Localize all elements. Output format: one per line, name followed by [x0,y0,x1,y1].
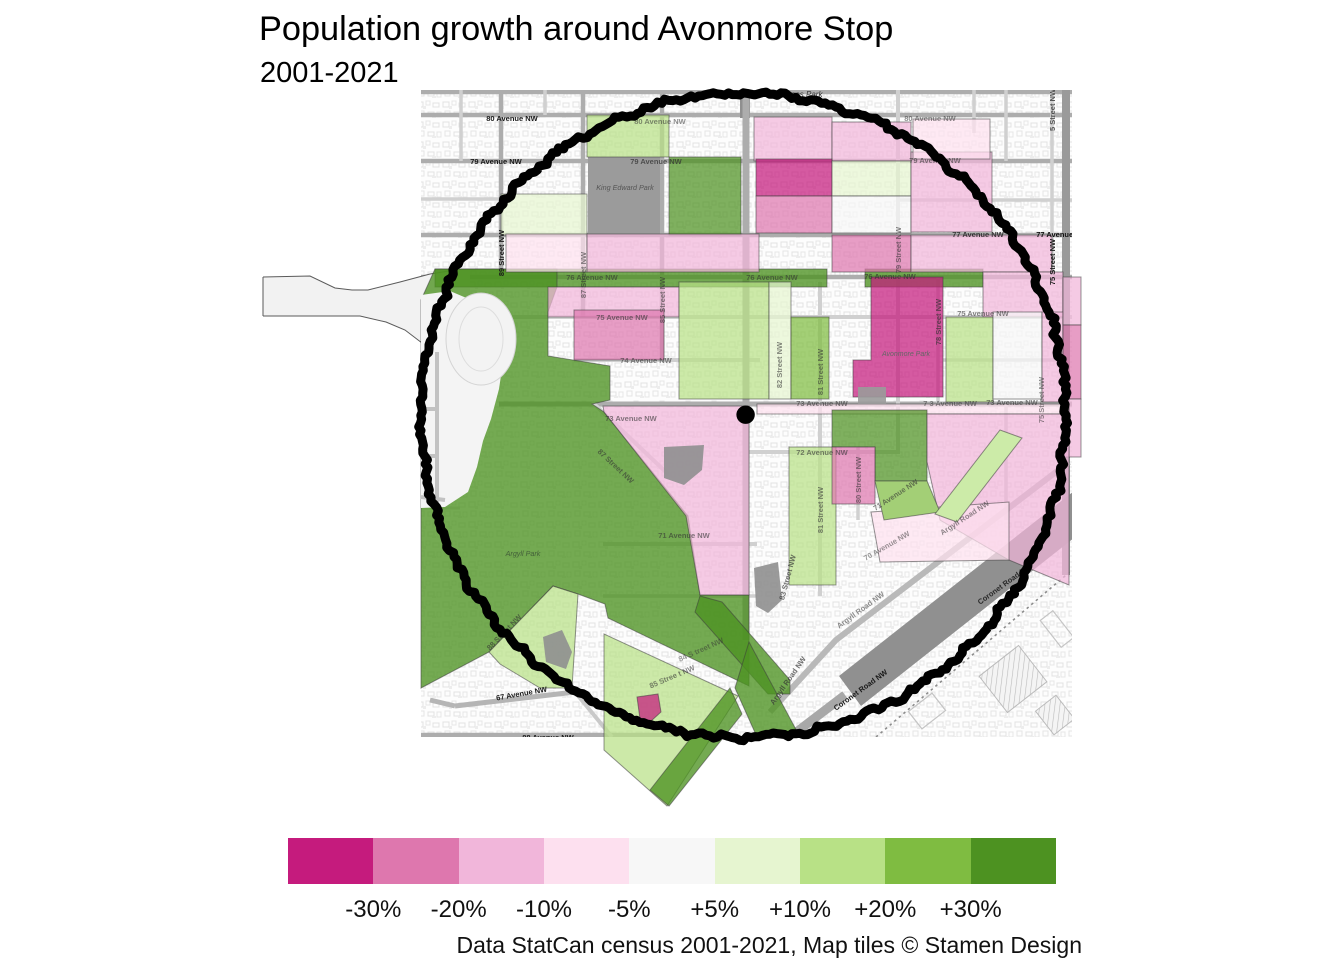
svg-text:80 Avenue NW: 80 Avenue NW [634,117,686,126]
svg-text:85 Street NW: 85 Street NW [658,276,667,323]
svg-text:Avonmore Park: Avonmore Park [881,351,931,358]
svg-text:71 Avenue NW: 71 Avenue NW [658,531,710,540]
svg-text:73 Avenue NW: 73 Avenue NW [986,398,1038,407]
svg-text:76 Avenue NW: 76 Avenue NW [566,273,618,282]
svg-text:79 Street NW: 79 Street NW [894,226,903,273]
svg-text:5 Street NW: 5 Street NW [1048,88,1057,131]
svg-text:79 Avenue NW: 79 Avenue NW [470,157,522,166]
svg-text:75 Avenue NW: 75 Avenue NW [596,313,648,322]
svg-text:73 Avenue NW: 73 Avenue NW [605,414,657,423]
svg-text:75 Avenue NW: 75 Avenue NW [957,309,1009,318]
svg-text:82 Street NW: 82 Street NW [775,341,784,388]
svg-text:Argyll Park: Argyll Park [505,549,541,558]
svg-text:81 Street NW: 81 Street NW [816,486,825,533]
svg-text:74 Avenue NW: 74 Avenue NW [620,356,672,365]
svg-text:King Edward Park: King Edward Park [596,183,654,192]
svg-text:80 Avenue NW: 80 Avenue NW [904,114,956,123]
svg-text:77 Avenue NW: 77 Avenue NW [1036,230,1088,239]
svg-text:88 Avenue NW: 88 Avenue NW [522,733,574,742]
svg-text:76 Avenue NW: 76 Avenue NW [746,273,798,282]
svg-text:80 Avenue NW: 80 Avenue NW [486,114,538,123]
svg-text:p Innes Park: p Innes Park [777,90,824,99]
svg-text:76 Avenue NW: 76 Avenue NW [864,272,916,281]
svg-text:78 Street NW: 78 Street NW [934,298,943,345]
svg-text:89 Street NW: 89 Street NW [497,229,506,276]
svg-text:73 Avenue NW: 73 Avenue NW [796,399,848,408]
svg-text:81 Street NW: 81 Street NW [816,348,825,395]
svg-text:79 Avenue NW: 79 Avenue NW [630,157,682,166]
svg-text:72 Avenue NW: 72 Avenue NW [796,448,848,457]
svg-text:80 Street NW: 80 Street NW [854,456,863,503]
svg-text:77 Avenue NW: 77 Avenue NW [952,230,1004,239]
svg-text:7 3 Avenue NW: 7 3 Avenue NW [923,399,978,408]
svg-text:75 Street NW: 75 Street NW [1037,376,1046,423]
svg-text:75 Street NW: 75 Street NW [1048,238,1057,285]
svg-text:87 Street NW: 87 Street NW [579,251,588,298]
